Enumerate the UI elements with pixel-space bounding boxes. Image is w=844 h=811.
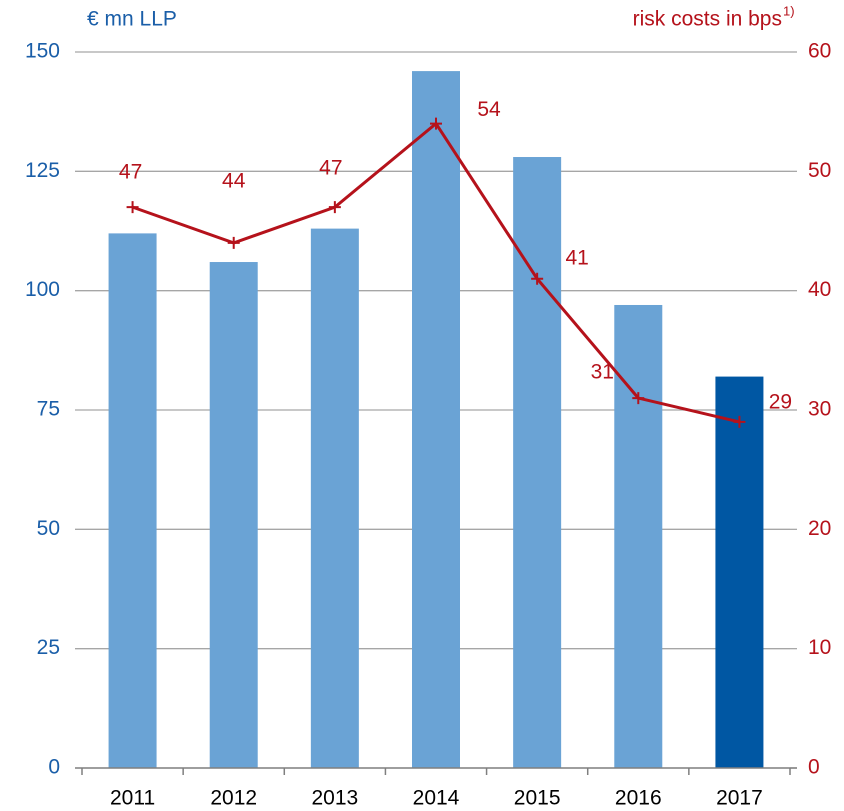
bar	[310, 228, 359, 768]
y2-tick-label: 50	[808, 159, 831, 182]
y2-tick-label: 40	[808, 278, 831, 301]
y2-tick-label: 0	[808, 756, 820, 779]
y-tick-label: 25	[37, 636, 60, 659]
x-tick-label: 2014	[413, 787, 460, 810]
x-tick-label: 2017	[716, 787, 763, 810]
data-label: 41	[565, 246, 588, 269]
data-label: 44	[222, 169, 246, 192]
bar	[614, 304, 663, 768]
y2-tick-label: 60	[808, 40, 831, 63]
bar	[412, 71, 460, 769]
y-tick-label: 75	[37, 398, 60, 421]
y-tick-label: 125	[25, 159, 60, 182]
y-tick-label: 150	[25, 40, 60, 63]
data-label: 31	[591, 361, 614, 384]
marker	[126, 201, 139, 214]
y-axis-title: € mn LLP	[87, 8, 177, 31]
y2-tick-label: 10	[808, 636, 831, 659]
x-tick-label: 2011	[110, 787, 155, 810]
marker	[430, 117, 442, 130]
y-tick-label: 0	[48, 756, 60, 779]
x-tick-label: 2013	[311, 787, 358, 810]
marker	[531, 272, 544, 285]
data-label: 54	[477, 98, 501, 121]
bar	[209, 262, 258, 768]
y2-axis-note: 1)	[783, 3, 795, 18]
y2-tick-label: 30	[808, 398, 831, 421]
bar	[715, 376, 764, 768]
marker	[328, 201, 341, 214]
data-label: 47	[319, 157, 342, 180]
bar	[108, 233, 157, 769]
y-tick-label: 50	[37, 517, 60, 540]
y-tick-label: 100	[25, 278, 60, 301]
marker	[733, 415, 746, 428]
y2-axis-title: risk costs in bps	[633, 8, 782, 31]
x-tick-label: 2016	[615, 787, 662, 810]
bar	[513, 157, 562, 769]
y2-tick-label: 20	[808, 517, 831, 540]
marker	[227, 236, 240, 249]
marker	[632, 392, 645, 405]
x-tick-label: 2015	[514, 787, 561, 810]
x-tick-label: 2012	[210, 787, 257, 810]
data-label: 29	[769, 390, 792, 413]
data-label: 47	[119, 161, 142, 184]
